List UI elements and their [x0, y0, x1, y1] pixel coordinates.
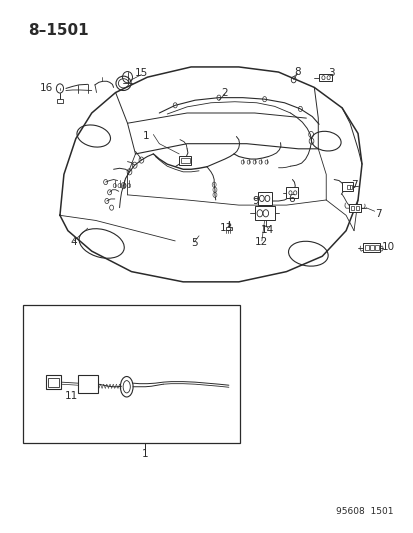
- Text: 5: 5: [190, 238, 197, 248]
- Bar: [286, 187, 298, 198]
- Bar: [23, 305, 240, 443]
- Text: 7: 7: [374, 209, 380, 219]
- Bar: [318, 74, 331, 81]
- Bar: [57, 99, 63, 103]
- Bar: [349, 204, 360, 212]
- Text: 6: 6: [287, 194, 294, 204]
- Text: 1: 1: [142, 131, 149, 141]
- Bar: [350, 185, 351, 189]
- Text: 13: 13: [220, 223, 233, 233]
- Bar: [257, 192, 271, 205]
- Bar: [374, 245, 378, 250]
- Bar: [48, 377, 59, 387]
- Text: 95608  1501: 95608 1501: [335, 507, 393, 516]
- Bar: [179, 156, 191, 165]
- Text: 15: 15: [135, 68, 148, 78]
- Bar: [362, 243, 379, 252]
- Bar: [341, 182, 352, 191]
- Bar: [355, 206, 358, 209]
- Bar: [346, 185, 349, 189]
- Text: 8–1501: 8–1501: [28, 23, 88, 38]
- Text: 1: 1: [142, 449, 148, 459]
- Bar: [364, 245, 368, 250]
- Bar: [254, 206, 275, 221]
- Text: 3: 3: [327, 68, 334, 78]
- Bar: [78, 375, 98, 393]
- Bar: [369, 245, 373, 250]
- Text: 9: 9: [252, 196, 259, 206]
- Bar: [226, 227, 231, 230]
- Text: 14: 14: [261, 224, 274, 235]
- Text: 4: 4: [70, 237, 77, 247]
- Text: 7: 7: [350, 180, 357, 190]
- Text: 12: 12: [254, 237, 268, 247]
- Bar: [180, 158, 189, 163]
- Bar: [350, 206, 353, 209]
- Text: 16: 16: [39, 84, 52, 93]
- Text: 11: 11: [64, 391, 78, 401]
- Text: 10: 10: [381, 242, 394, 252]
- Text: 2: 2: [221, 87, 228, 98]
- Bar: [46, 375, 61, 389]
- Text: 8: 8: [294, 67, 300, 77]
